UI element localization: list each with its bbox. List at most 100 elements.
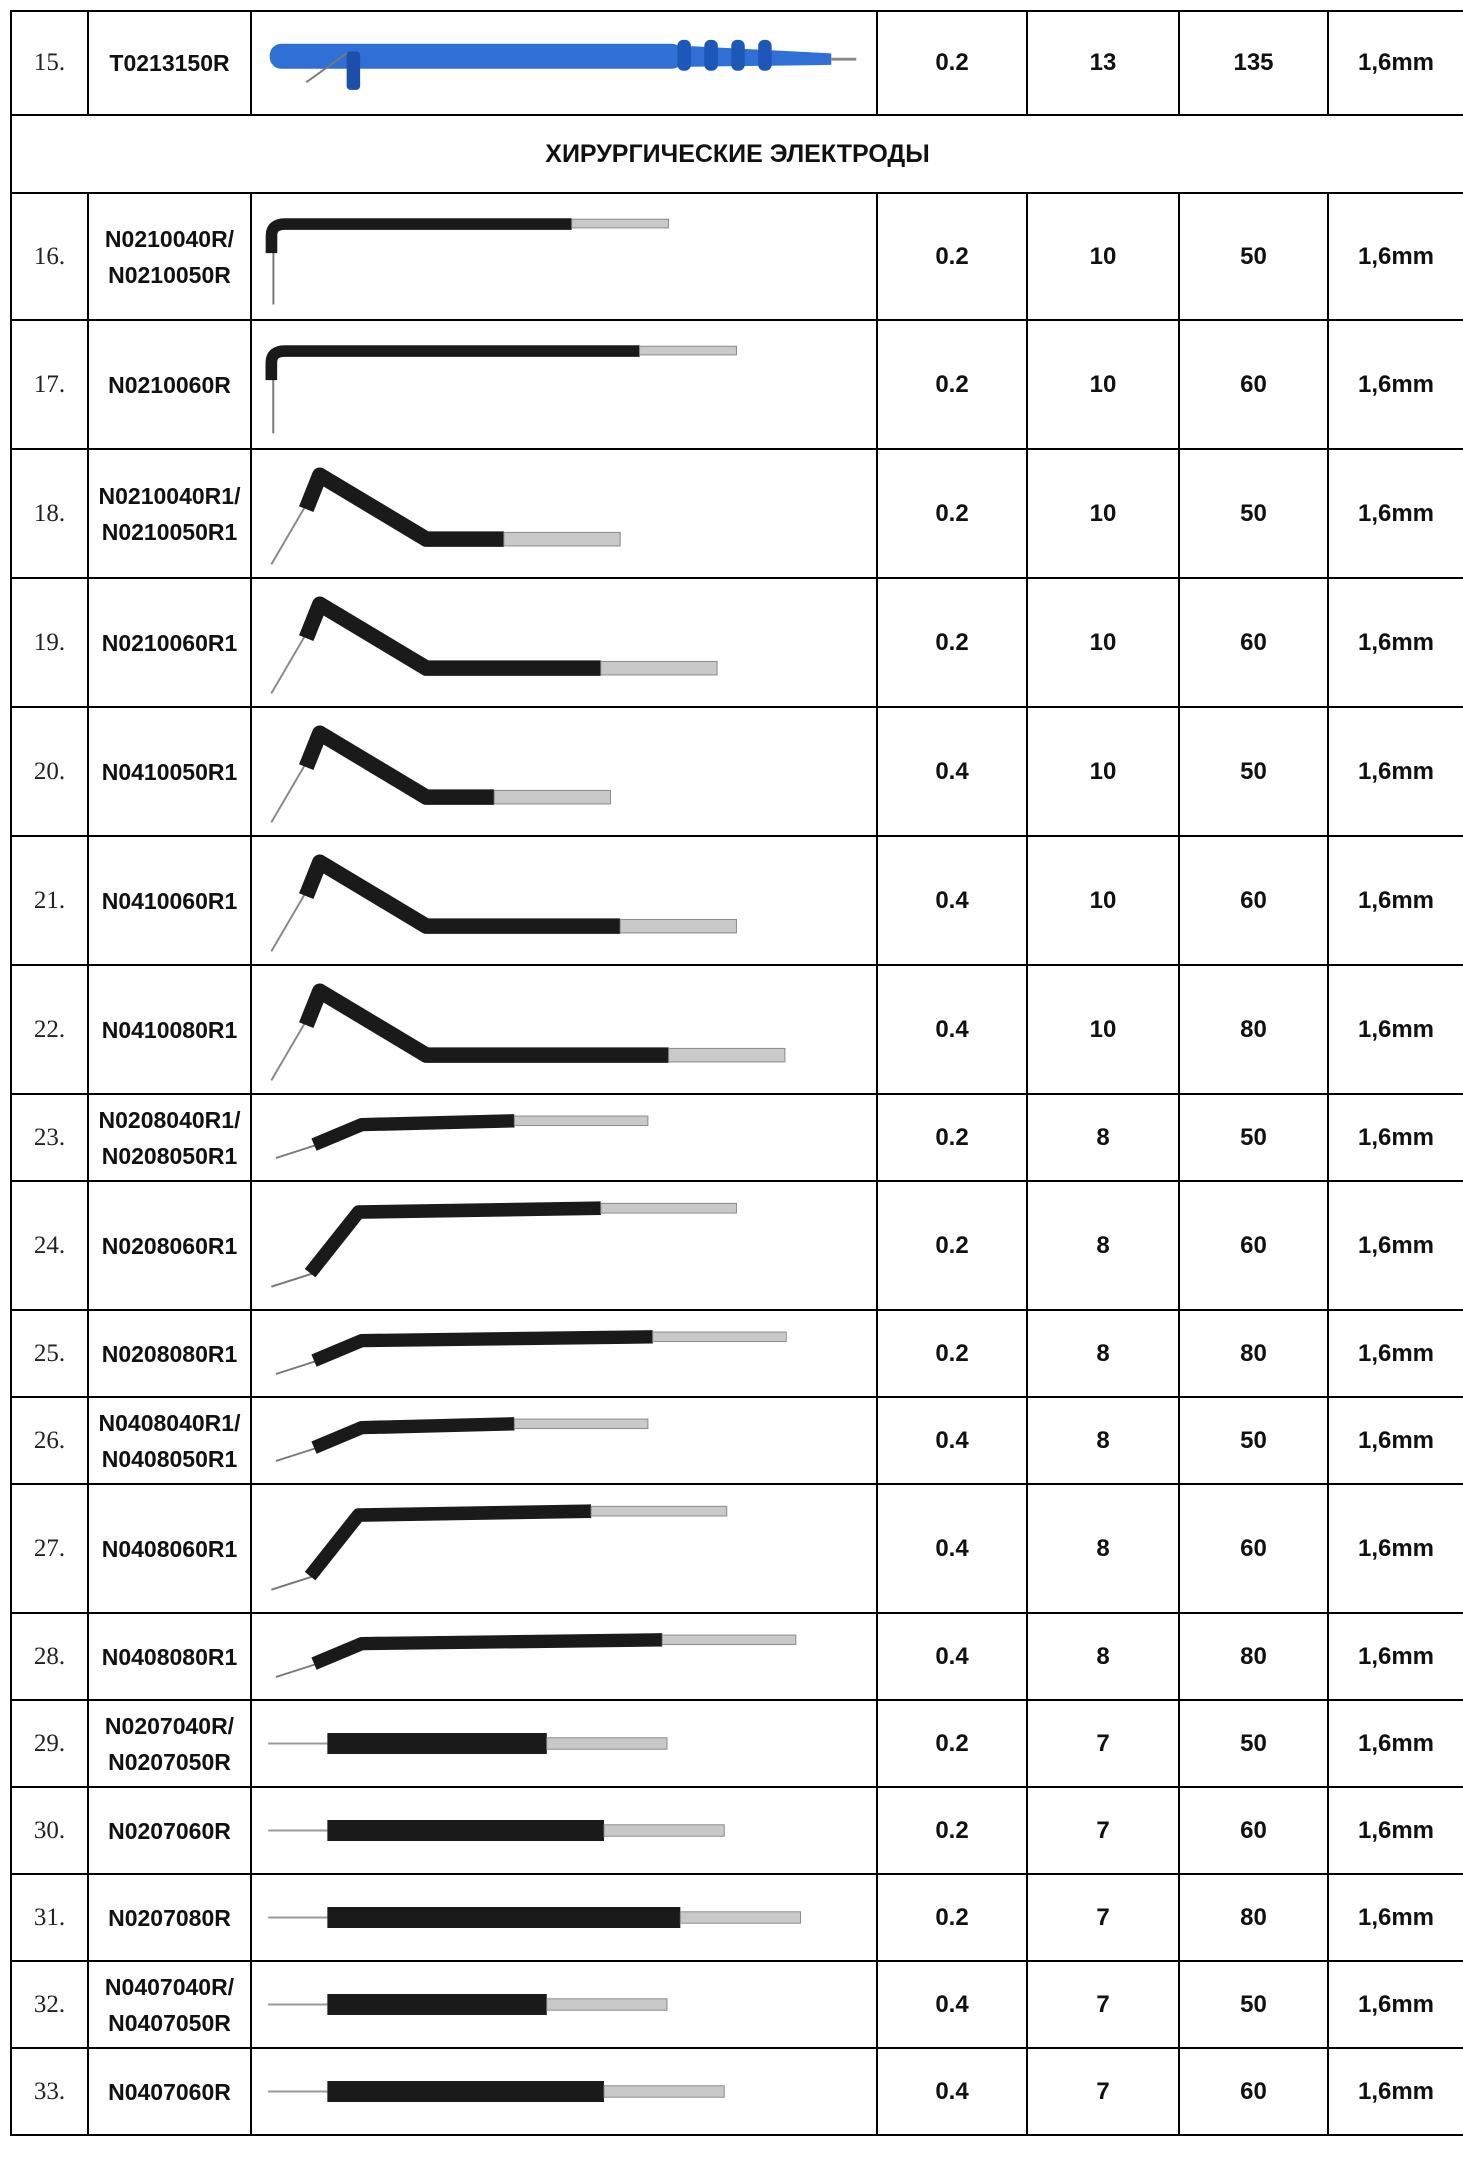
electrode-image [271,1201,737,1288]
electrode-image-cell [250,1180,878,1311]
product-code-line: N0408050R1 [101,1445,238,1472]
value-4: 1,6mm [1327,706,1463,837]
value-2: 7 [1026,2047,1180,2136]
value-2: 10 [1026,835,1180,966]
electrode-image [275,1114,649,1159]
electrode-image [270,983,786,1081]
product-code-line: N0407050R [108,2009,231,2036]
product-code: N0410050R1 [87,706,252,837]
value-3: 50 [1178,448,1329,579]
value-4: 1,6mm [1327,1960,1463,2049]
product-code: N0407040R/N0407050R [87,1960,252,2049]
table-row: 22. N0410080R1 0.4 10 80 1,6mm [10,964,1463,1095]
electrode-image-cell [250,1873,878,1962]
product-code-line: N0210040R/ [104,225,235,252]
value-2: 7 [1026,1873,1180,1962]
electrode-image [268,1733,668,1754]
electrode-image [275,1633,797,1678]
electrode-image-cell [250,2047,878,2136]
value-3: 60 [1178,1483,1329,1614]
value-1: 0.4 [876,1612,1028,1701]
product-code: N0407060R [87,2047,252,2136]
product-code: N0210040R/N0210050R [87,192,252,321]
row-number: 24. [10,1180,89,1311]
electrode-image-cell [250,835,878,966]
product-code-line: N0210060R [108,371,231,398]
value-2: 10 [1026,964,1180,1095]
electrode-image-cell [250,192,878,321]
table-row: 25. N0208080R1 0.2 8 80 1,6mm [10,1309,1463,1398]
value-4: 1,6mm [1327,577,1463,708]
value-2: 8 [1026,1180,1180,1311]
row-number: 28. [10,1612,89,1701]
row-number: 16. [10,192,89,321]
row-number: 18. [10,448,89,579]
value-4: 1,6mm [1327,1093,1463,1182]
table-row: 15. T0213150R 0.2 13 135 1,6mm [10,10,1463,116]
product-code: N0210040R1/N0210050R1 [87,448,252,579]
value-3: 50 [1178,192,1329,321]
value-1: 0.2 [876,1699,1028,1788]
electrode-image [275,1330,787,1375]
product-code-line: N0207060R [108,1817,231,1844]
product-code-line: T0213150R [109,50,230,76]
product-code: N0408060R1 [87,1483,252,1614]
value-1: 0.2 [876,577,1028,708]
value-1: 0.2 [876,319,1028,450]
product-code: N0410080R1 [87,964,252,1095]
product-code-line: N0208080R1 [101,1340,238,1367]
electrode-image-cell [250,448,878,579]
product-code: N0207040R/N0207050R [87,1699,252,1788]
table-row: 32. N0407040R/N0407050R 0.4 7 50 1,6mm [10,1960,1463,2049]
value-3: 50 [1178,1960,1329,2049]
value-1: 0.4 [876,2047,1028,2136]
electrode-image [269,39,857,90]
section-title: ХИРУРГИЧЕСКИЕ ЭЛЕКТРОДЫ [10,114,1463,194]
electrode-image-cell [250,1483,878,1614]
product-code-line: N0410080R1 [101,1016,238,1043]
value-4: 1,6mm [1327,964,1463,1095]
value-1: 0.4 [876,964,1028,1095]
value-1: 0.2 [876,448,1028,579]
table-row: 24. N0208060R1 0.2 8 60 1,6mm [10,1180,1463,1311]
value-4: 1,6mm [1327,1483,1463,1614]
electrode-image-cell [250,706,878,837]
electrode-image-cell [250,1786,878,1875]
value-4: 1,6mm [1327,1699,1463,1788]
product-code-line: N0410060R1 [101,887,238,914]
electrode-image-cell [250,1396,878,1485]
value-2: 10 [1026,192,1180,321]
value-3: 60 [1178,1180,1329,1311]
row-number: 27. [10,1483,89,1614]
value-2: 8 [1026,1093,1180,1182]
table-row: 18. N0210040R1/N0210050R1 0.2 10 50 1,6mm [10,448,1463,579]
product-code-line: N0210040R1/ [98,482,241,509]
product-code: N0207060R [87,1786,252,1875]
product-code: N0210060R1 [87,577,252,708]
row-number: 33. [10,2047,89,2136]
table-row: 26. N0408040R1/N0408050R1 0.4 8 50 1,6mm [10,1396,1463,1485]
value-1: 0.2 [876,1309,1028,1398]
electrode-image [268,1907,802,1928]
table-row: 33. N0407060R 0.4 7 60 1,6mm [10,2047,1463,2136]
value-1: 0.2 [876,1786,1028,1875]
value-1: 0.2 [876,192,1028,321]
value-3: 60 [1178,319,1329,450]
row-number: 25. [10,1309,89,1398]
value-2: 10 [1026,448,1180,579]
product-code-line: N0210050R [108,261,231,288]
electrode-image [265,218,670,305]
value-4: 1,6mm [1327,1309,1463,1398]
value-4: 1,6mm [1327,1786,1463,1875]
value-2: 7 [1026,1786,1180,1875]
electrode-image-cell [250,964,878,1095]
value-2: 8 [1026,1309,1180,1398]
product-code-line: N0408060R1 [101,1535,238,1562]
product-code-line: N0407060R [108,2078,231,2105]
value-2: 8 [1026,1396,1180,1485]
table-row: 20. N0410050R1 0.4 10 50 1,6mm [10,706,1463,837]
value-3: 80 [1178,1612,1329,1701]
table-row: 30. N0207060R 0.2 7 60 1,6mm [10,1786,1463,1875]
row-number: 19. [10,577,89,708]
row-number: 22. [10,964,89,1095]
